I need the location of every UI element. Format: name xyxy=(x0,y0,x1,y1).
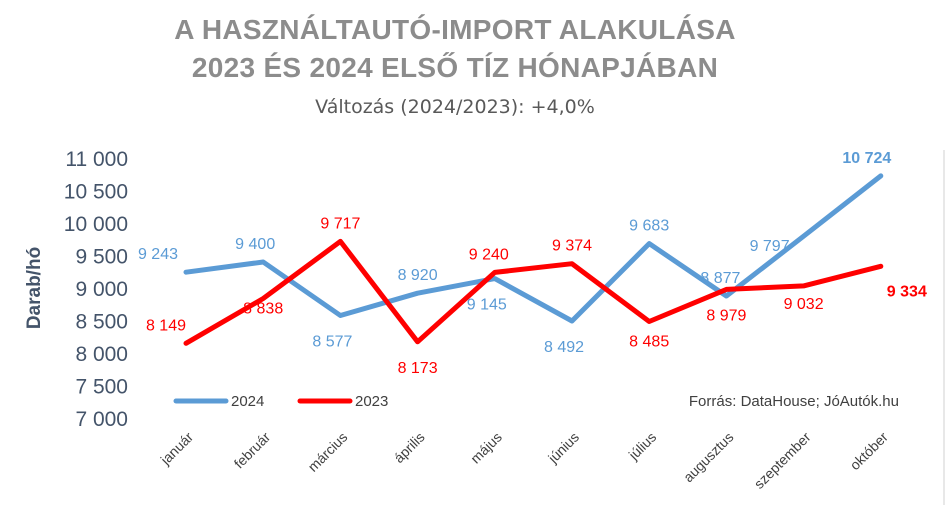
data-label-2023: 8 979 xyxy=(706,307,746,324)
x-tick-label: augusztus xyxy=(680,429,736,485)
x-tick-label: október xyxy=(847,429,892,474)
data-label-2024: 8 920 xyxy=(398,267,438,284)
y-tick-label: 7 000 xyxy=(75,408,128,431)
data-label-2023: 9 717 xyxy=(320,215,360,232)
chart-title-line-2: 2023 ÉS 2024 ELSŐ TÍZ HÓNAPJÁBAN xyxy=(191,52,719,83)
data-label-2023: 8 838 xyxy=(243,301,283,318)
y-tick-label: 9 500 xyxy=(75,246,128,269)
source-note: Forrás: DataHouse; JóAutók.hu xyxy=(689,393,899,410)
y-axis-title: Darab/hó xyxy=(24,247,45,329)
data-label-2024: 10 724 xyxy=(842,150,891,167)
data-label-2023: 9 374 xyxy=(552,238,592,255)
x-tick-label: május xyxy=(467,429,505,467)
x-tick-label: február xyxy=(231,429,274,472)
data-label-2023: 9 240 xyxy=(469,246,509,263)
data-label-2024: 9 243 xyxy=(138,246,178,263)
data-label-2024: 9 683 xyxy=(629,218,669,235)
y-tick-label: 9 000 xyxy=(75,278,128,301)
data-label-2024: 8 577 xyxy=(312,333,352,350)
data-label-2023: 8 485 xyxy=(629,333,669,350)
data-label-2024: 9 145 xyxy=(467,297,507,314)
y-tick-label: 8 500 xyxy=(75,311,128,334)
x-tick-label: április xyxy=(391,429,428,466)
x-tick-label: június xyxy=(544,429,582,467)
series-line-2024 xyxy=(183,173,884,324)
legend-label-2023: 2023 xyxy=(355,393,388,410)
legend-label-2024: 2024 xyxy=(231,393,264,410)
data-label-2024: 8 492 xyxy=(544,339,584,356)
y-tick-label: 10 000 xyxy=(64,213,128,236)
series-line-2023 xyxy=(183,238,884,346)
data-label-2024: 9 400 xyxy=(235,236,275,253)
x-tick-label: július xyxy=(625,429,660,464)
data-label-2023: 9 334 xyxy=(887,283,927,300)
data-label-2023: 8 149 xyxy=(146,317,186,334)
x-tick-label: szeptember xyxy=(751,429,814,492)
y-tick-label: 10 500 xyxy=(64,181,128,204)
data-label-2024: 8 877 xyxy=(700,270,740,287)
y-tick-label: 11 000 xyxy=(65,148,128,171)
data-label-2023: 9 032 xyxy=(784,296,824,313)
x-tick-label: január xyxy=(157,429,197,469)
x-tick-label: március xyxy=(305,429,351,475)
y-tick-label: 8 000 xyxy=(75,343,128,366)
data-label-2023: 8 173 xyxy=(398,360,438,377)
data-label-2024: 9 797 xyxy=(750,238,790,255)
chart-subtitle: Változás (2024/2023): +4,0% xyxy=(315,96,595,118)
y-tick-label: 7 500 xyxy=(75,376,128,399)
chart-title-line-1: A HASZNÁLTAUTÓ-IMPORT ALAKULÁSA xyxy=(174,14,736,45)
